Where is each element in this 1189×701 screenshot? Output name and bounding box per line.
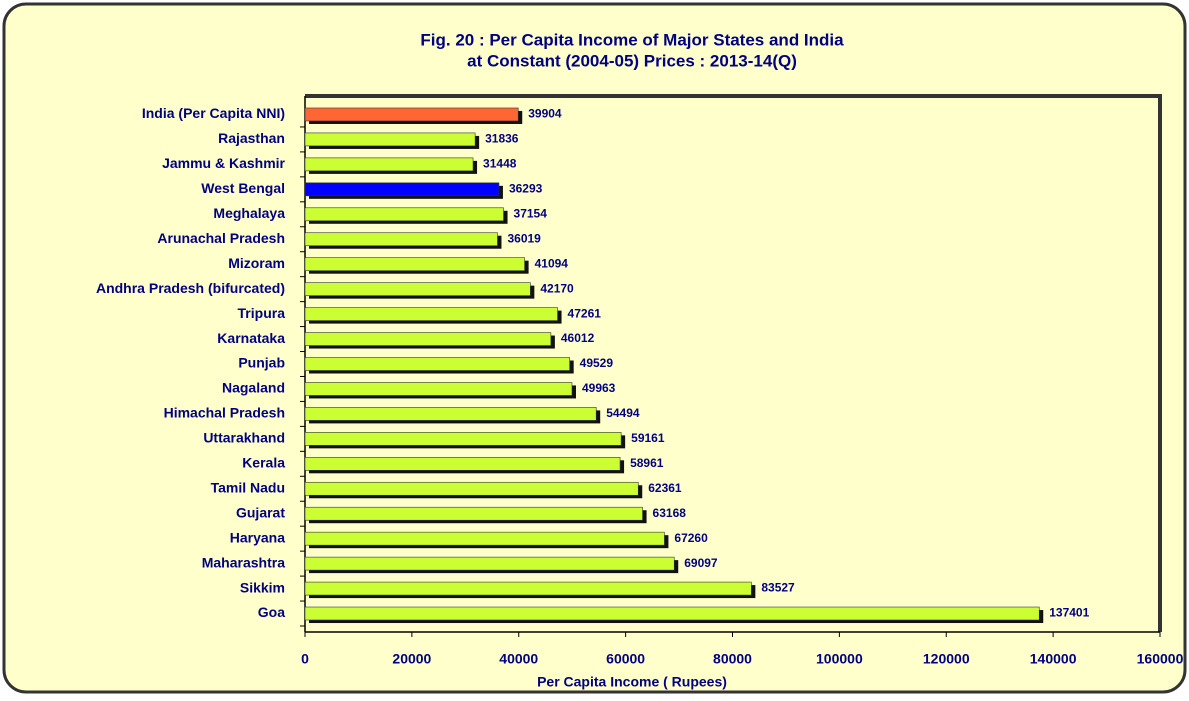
y-tick-label: Punjab bbox=[238, 355, 285, 371]
bar bbox=[304, 232, 498, 247]
y-tick-label: Arunachal Pradesh bbox=[157, 230, 285, 246]
y-tick-label: Gujarat bbox=[236, 504, 285, 520]
value-label: 41094 bbox=[535, 256, 569, 270]
y-tick-label: Uttarakhand bbox=[203, 430, 285, 446]
x-tick-label: 60000 bbox=[606, 651, 645, 667]
y-tick-label: Sikkim bbox=[240, 579, 285, 595]
x-axis-label: Per Capita Income ( Rupees) bbox=[537, 674, 727, 690]
value-label: 36019 bbox=[507, 231, 541, 245]
y-tick-label: India (Per Capita NNI) bbox=[142, 105, 285, 121]
x-tick-label: 80000 bbox=[713, 651, 752, 667]
y-tick-label: Jammu & Kashmir bbox=[162, 155, 285, 171]
value-label: 58961 bbox=[630, 456, 664, 470]
x-tick-label: 0 bbox=[301, 651, 309, 667]
value-label: 83527 bbox=[761, 581, 795, 595]
bar bbox=[304, 357, 570, 371]
value-label: 31448 bbox=[483, 157, 517, 171]
y-tick-label: Andhra Pradesh (bifurcated) bbox=[96, 280, 285, 296]
x-tick-label: 160000 bbox=[1137, 651, 1184, 667]
value-label: 47261 bbox=[568, 306, 602, 320]
value-label: 49963 bbox=[582, 381, 616, 395]
bar bbox=[304, 307, 558, 321]
bar bbox=[304, 382, 573, 396]
y-tick-label: Tripura bbox=[238, 305, 286, 321]
bar bbox=[304, 107, 519, 122]
value-label: 54494 bbox=[606, 406, 640, 420]
y-tick-label: Rajasthan bbox=[218, 130, 285, 146]
bar bbox=[304, 207, 504, 222]
x-tick-label: 100000 bbox=[816, 651, 863, 667]
bar bbox=[304, 581, 752, 596]
y-tick-label: Maharashtra bbox=[202, 554, 285, 570]
y-tick-label: Karnataka bbox=[217, 330, 285, 346]
bar bbox=[304, 182, 500, 197]
value-label: 63168 bbox=[653, 506, 687, 520]
y-tick-label: Kerala bbox=[242, 455, 285, 471]
value-label: 46012 bbox=[561, 331, 595, 345]
y-tick-label: Mizoram bbox=[228, 255, 285, 271]
bar bbox=[304, 132, 476, 147]
value-label: 59161 bbox=[631, 431, 665, 445]
value-label: 62361 bbox=[648, 481, 682, 495]
value-label: 137401 bbox=[1049, 606, 1089, 620]
value-label: 39904 bbox=[528, 107, 562, 121]
bar bbox=[304, 332, 552, 346]
y-tick-label: Haryana bbox=[230, 529, 285, 545]
value-label: 69097 bbox=[684, 556, 718, 570]
value-label: 42170 bbox=[540, 281, 574, 295]
bar bbox=[304, 457, 621, 471]
value-label: 67260 bbox=[674, 531, 708, 545]
bar bbox=[304, 606, 1040, 621]
value-label: 37154 bbox=[514, 206, 548, 220]
value-label: 31836 bbox=[485, 132, 519, 146]
y-tick-label: Nagaland bbox=[222, 380, 285, 396]
bar bbox=[304, 432, 622, 446]
chart-title: at Constant (2004-05) Prices : 2013-14(Q… bbox=[467, 51, 797, 70]
y-tick-label: Goa bbox=[258, 604, 285, 620]
x-tick-label: 140000 bbox=[1030, 651, 1077, 667]
chart-title: Fig. 20 : Per Capita Income of Major Sta… bbox=[420, 30, 844, 49]
y-tick-label: West Bengal bbox=[201, 180, 285, 196]
bar bbox=[304, 556, 675, 571]
bar bbox=[304, 531, 665, 546]
y-tick-label: Himachal Pradesh bbox=[164, 405, 285, 421]
bar bbox=[304, 257, 525, 271]
bar bbox=[304, 481, 639, 496]
value-label: 36293 bbox=[509, 182, 543, 196]
bar bbox=[304, 407, 597, 421]
y-tick-label: Meghalaya bbox=[213, 205, 285, 221]
x-tick-label: 120000 bbox=[923, 651, 970, 667]
bar bbox=[304, 282, 531, 296]
x-tick-label: 40000 bbox=[499, 651, 538, 667]
bar bbox=[304, 157, 474, 172]
bar bbox=[304, 506, 643, 521]
x-tick-label: 20000 bbox=[392, 651, 431, 667]
value-label: 49529 bbox=[580, 356, 614, 370]
y-tick-label: Tamil Nadu bbox=[211, 479, 285, 495]
